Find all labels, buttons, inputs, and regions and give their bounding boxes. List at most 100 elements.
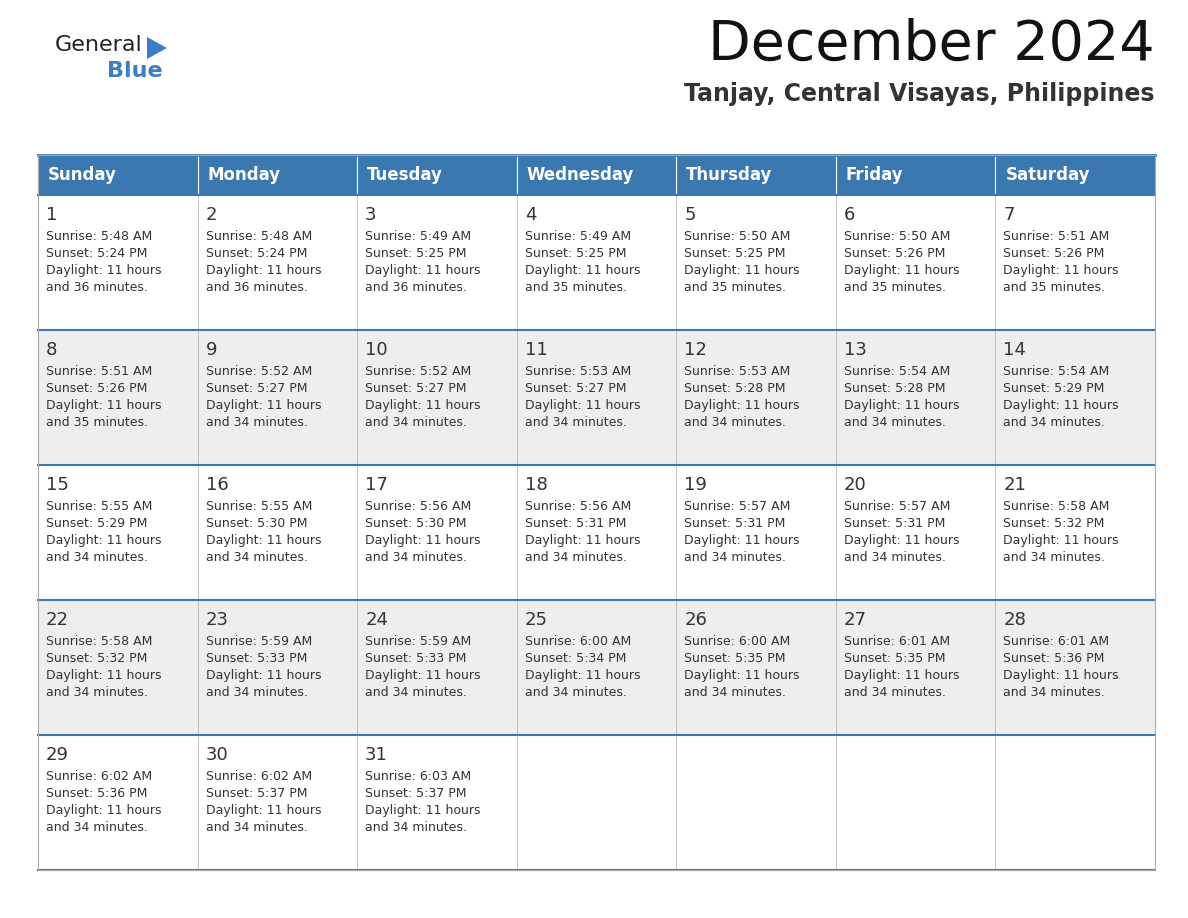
Text: Sunset: 5:28 PM: Sunset: 5:28 PM [843,382,946,395]
Bar [996,330,1155,465]
Text: Sunrise: 5:55 AM: Sunrise: 5:55 AM [206,500,312,513]
Bar [38,330,197,465]
Bar [197,330,358,465]
Text: and 34 minutes.: and 34 minutes. [365,821,467,834]
Text: 19: 19 [684,476,707,494]
Bar [996,600,1155,735]
Text: Sunset: 5:31 PM: Sunset: 5:31 PM [843,517,946,530]
Text: and 34 minutes.: and 34 minutes. [206,686,308,699]
Text: Daylight: 11 hours: Daylight: 11 hours [843,534,960,547]
Text: 15: 15 [46,476,69,494]
Text: Tuesday: Tuesday [367,166,443,184]
Bar [358,600,517,735]
Text: Saturday: Saturday [1005,166,1089,184]
Text: Friday: Friday [846,166,904,184]
Text: Sunset: 5:31 PM: Sunset: 5:31 PM [684,517,785,530]
Text: Tanjay, Central Visayas, Philippines: Tanjay, Central Visayas, Philippines [684,82,1155,106]
Bar [836,330,996,465]
Text: 23: 23 [206,611,228,629]
Text: 27: 27 [843,611,867,629]
Text: Sunrise: 5:48 AM: Sunrise: 5:48 AM [46,230,152,243]
Text: 8: 8 [46,341,57,359]
Text: Sunrise: 5:59 AM: Sunrise: 5:59 AM [365,635,472,648]
Text: Sunrise: 5:51 AM: Sunrise: 5:51 AM [46,365,152,378]
Text: Sunrise: 6:00 AM: Sunrise: 6:00 AM [525,635,631,648]
Text: Sunrise: 5:53 AM: Sunrise: 5:53 AM [684,365,790,378]
Text: and 34 minutes.: and 34 minutes. [206,551,308,564]
Bar [358,195,517,330]
Bar [38,600,197,735]
Text: Sunset: 5:26 PM: Sunset: 5:26 PM [46,382,147,395]
Text: Sunrise: 5:49 AM: Sunrise: 5:49 AM [525,230,631,243]
Text: Daylight: 11 hours: Daylight: 11 hours [206,534,321,547]
Text: 22: 22 [46,611,69,629]
Text: 13: 13 [843,341,867,359]
Text: Sunset: 5:27 PM: Sunset: 5:27 PM [525,382,626,395]
Text: Sunset: 5:32 PM: Sunset: 5:32 PM [1004,517,1105,530]
Bar [38,465,197,600]
Text: and 34 minutes.: and 34 minutes. [684,686,786,699]
Text: 7: 7 [1004,206,1015,224]
Text: Sunset: 5:26 PM: Sunset: 5:26 PM [1004,247,1105,260]
Text: 28: 28 [1004,611,1026,629]
Text: Wednesday: Wednesday [526,166,634,184]
Text: Daylight: 11 hours: Daylight: 11 hours [843,264,960,277]
Bar [197,600,358,735]
Text: Daylight: 11 hours: Daylight: 11 hours [206,399,321,412]
Text: Sunrise: 5:57 AM: Sunrise: 5:57 AM [843,500,950,513]
Text: Daylight: 11 hours: Daylight: 11 hours [46,399,162,412]
Bar [517,735,676,870]
Text: and 34 minutes.: and 34 minutes. [684,416,786,429]
Text: and 36 minutes.: and 36 minutes. [206,281,308,294]
Text: Daylight: 11 hours: Daylight: 11 hours [843,399,960,412]
Text: and 36 minutes.: and 36 minutes. [46,281,147,294]
Text: Daylight: 11 hours: Daylight: 11 hours [365,534,481,547]
Text: Sunrise: 5:53 AM: Sunrise: 5:53 AM [525,365,631,378]
Text: Daylight: 11 hours: Daylight: 11 hours [525,264,640,277]
Text: Daylight: 11 hours: Daylight: 11 hours [684,399,800,412]
Text: 14: 14 [1004,341,1026,359]
Text: 21: 21 [1004,476,1026,494]
Text: and 34 minutes.: and 34 minutes. [365,686,467,699]
Text: 18: 18 [525,476,548,494]
Text: and 34 minutes.: and 34 minutes. [46,821,147,834]
Text: Sunset: 5:29 PM: Sunset: 5:29 PM [46,517,147,530]
Text: Thursday: Thursday [687,166,772,184]
Bar [517,600,676,735]
Bar [38,735,197,870]
Text: Monday: Monday [208,166,280,184]
Text: Sunrise: 5:52 AM: Sunrise: 5:52 AM [365,365,472,378]
Text: and 34 minutes.: and 34 minutes. [1004,551,1105,564]
Text: Sunset: 5:36 PM: Sunset: 5:36 PM [1004,652,1105,665]
Bar [38,155,1155,870]
Text: Daylight: 11 hours: Daylight: 11 hours [365,399,481,412]
Text: Sunset: 5:33 PM: Sunset: 5:33 PM [206,652,307,665]
Text: 5: 5 [684,206,696,224]
Text: Sunrise: 6:03 AM: Sunrise: 6:03 AM [365,770,472,783]
Bar [197,735,358,870]
Text: and 34 minutes.: and 34 minutes. [1004,416,1105,429]
Text: Daylight: 11 hours: Daylight: 11 hours [46,669,162,682]
Text: 11: 11 [525,341,548,359]
Text: 3: 3 [365,206,377,224]
Text: and 34 minutes.: and 34 minutes. [206,821,308,834]
Text: Sunrise: 5:48 AM: Sunrise: 5:48 AM [206,230,311,243]
Text: Sunset: 5:24 PM: Sunset: 5:24 PM [46,247,147,260]
Text: Sunset: 5:26 PM: Sunset: 5:26 PM [843,247,946,260]
Text: Sunset: 5:25 PM: Sunset: 5:25 PM [525,247,626,260]
Text: Daylight: 11 hours: Daylight: 11 hours [1004,534,1119,547]
Polygon shape [147,37,168,59]
Text: 29: 29 [46,746,69,764]
Text: Sunset: 5:36 PM: Sunset: 5:36 PM [46,787,147,800]
Text: and 34 minutes.: and 34 minutes. [46,551,147,564]
Text: 20: 20 [843,476,866,494]
Text: 16: 16 [206,476,228,494]
Text: and 34 minutes.: and 34 minutes. [843,416,946,429]
Bar [358,735,517,870]
Bar [517,155,676,195]
Text: 30: 30 [206,746,228,764]
Text: Daylight: 11 hours: Daylight: 11 hours [206,264,321,277]
Text: Sunset: 5:37 PM: Sunset: 5:37 PM [206,787,307,800]
Bar [836,600,996,735]
Text: and 35 minutes.: and 35 minutes. [1004,281,1105,294]
